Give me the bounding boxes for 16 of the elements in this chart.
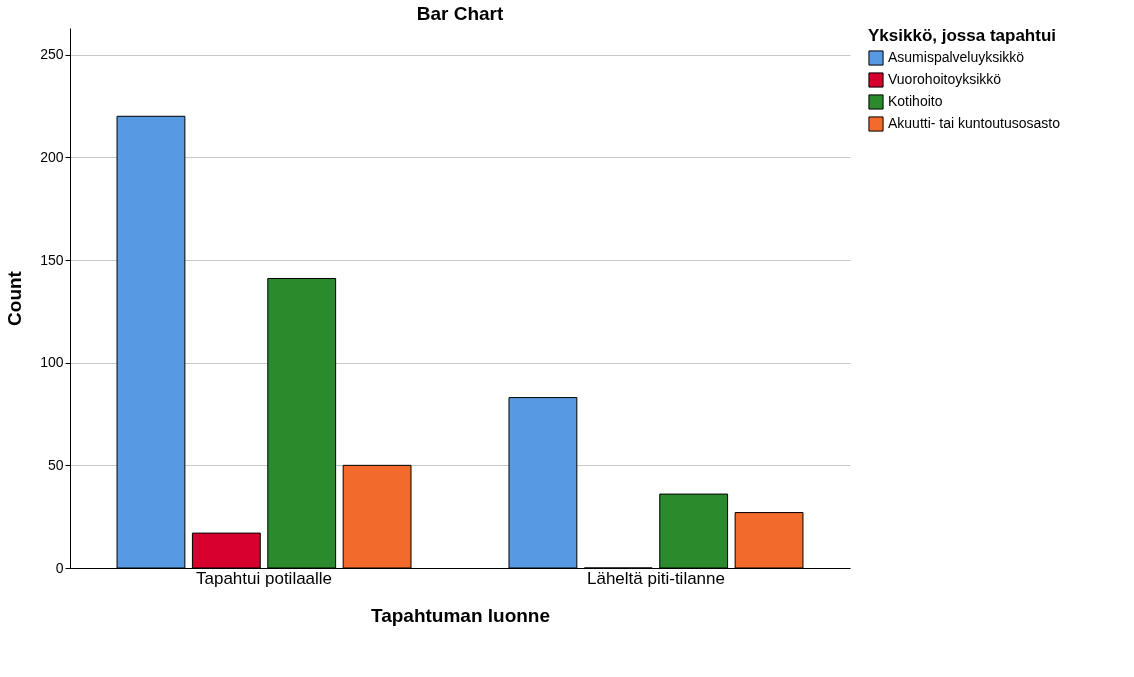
- y-tick-label: 50: [47, 456, 64, 473]
- legend-label: Asumispalveluyksikkö: [888, 49, 1025, 65]
- y-tick-label: 200: [40, 148, 64, 165]
- x-axis-title: Tapahtuman luonne: [370, 604, 551, 626]
- legend-title: Yksikkö, jossa tapahtui: [868, 26, 1057, 45]
- legend-label: Kotihoito: [888, 93, 943, 109]
- chart-title: Bar Chart: [416, 3, 504, 24]
- y-axis-title: Count: [4, 270, 26, 326]
- y-tick-label: 250: [40, 46, 64, 63]
- y-tick-label: 0: [55, 559, 64, 576]
- y-tick-label: 150: [40, 251, 64, 268]
- y-tick-label: 100: [40, 354, 64, 371]
- legend-label: Akuutti- tai kuntoutusosasto: [888, 115, 1061, 131]
- legend-label: Vuorohoitoyksikkö: [888, 71, 1002, 87]
- x-tick-label: Tapahtui potilaalle: [195, 568, 333, 588]
- x-tick-label: Läheltä piti-tilanne: [586, 568, 725, 588]
